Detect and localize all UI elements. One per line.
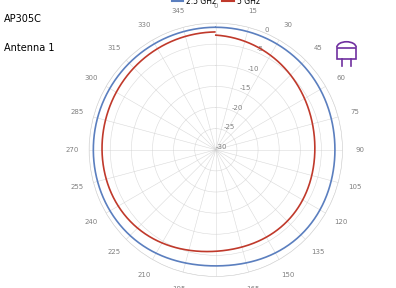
Legend: 2.5 GHz, 5 GHz: 2.5 GHz, 5 GHz <box>169 0 263 9</box>
Text: AP305C: AP305C <box>4 14 42 24</box>
Text: Antenna 1: Antenna 1 <box>4 43 55 53</box>
